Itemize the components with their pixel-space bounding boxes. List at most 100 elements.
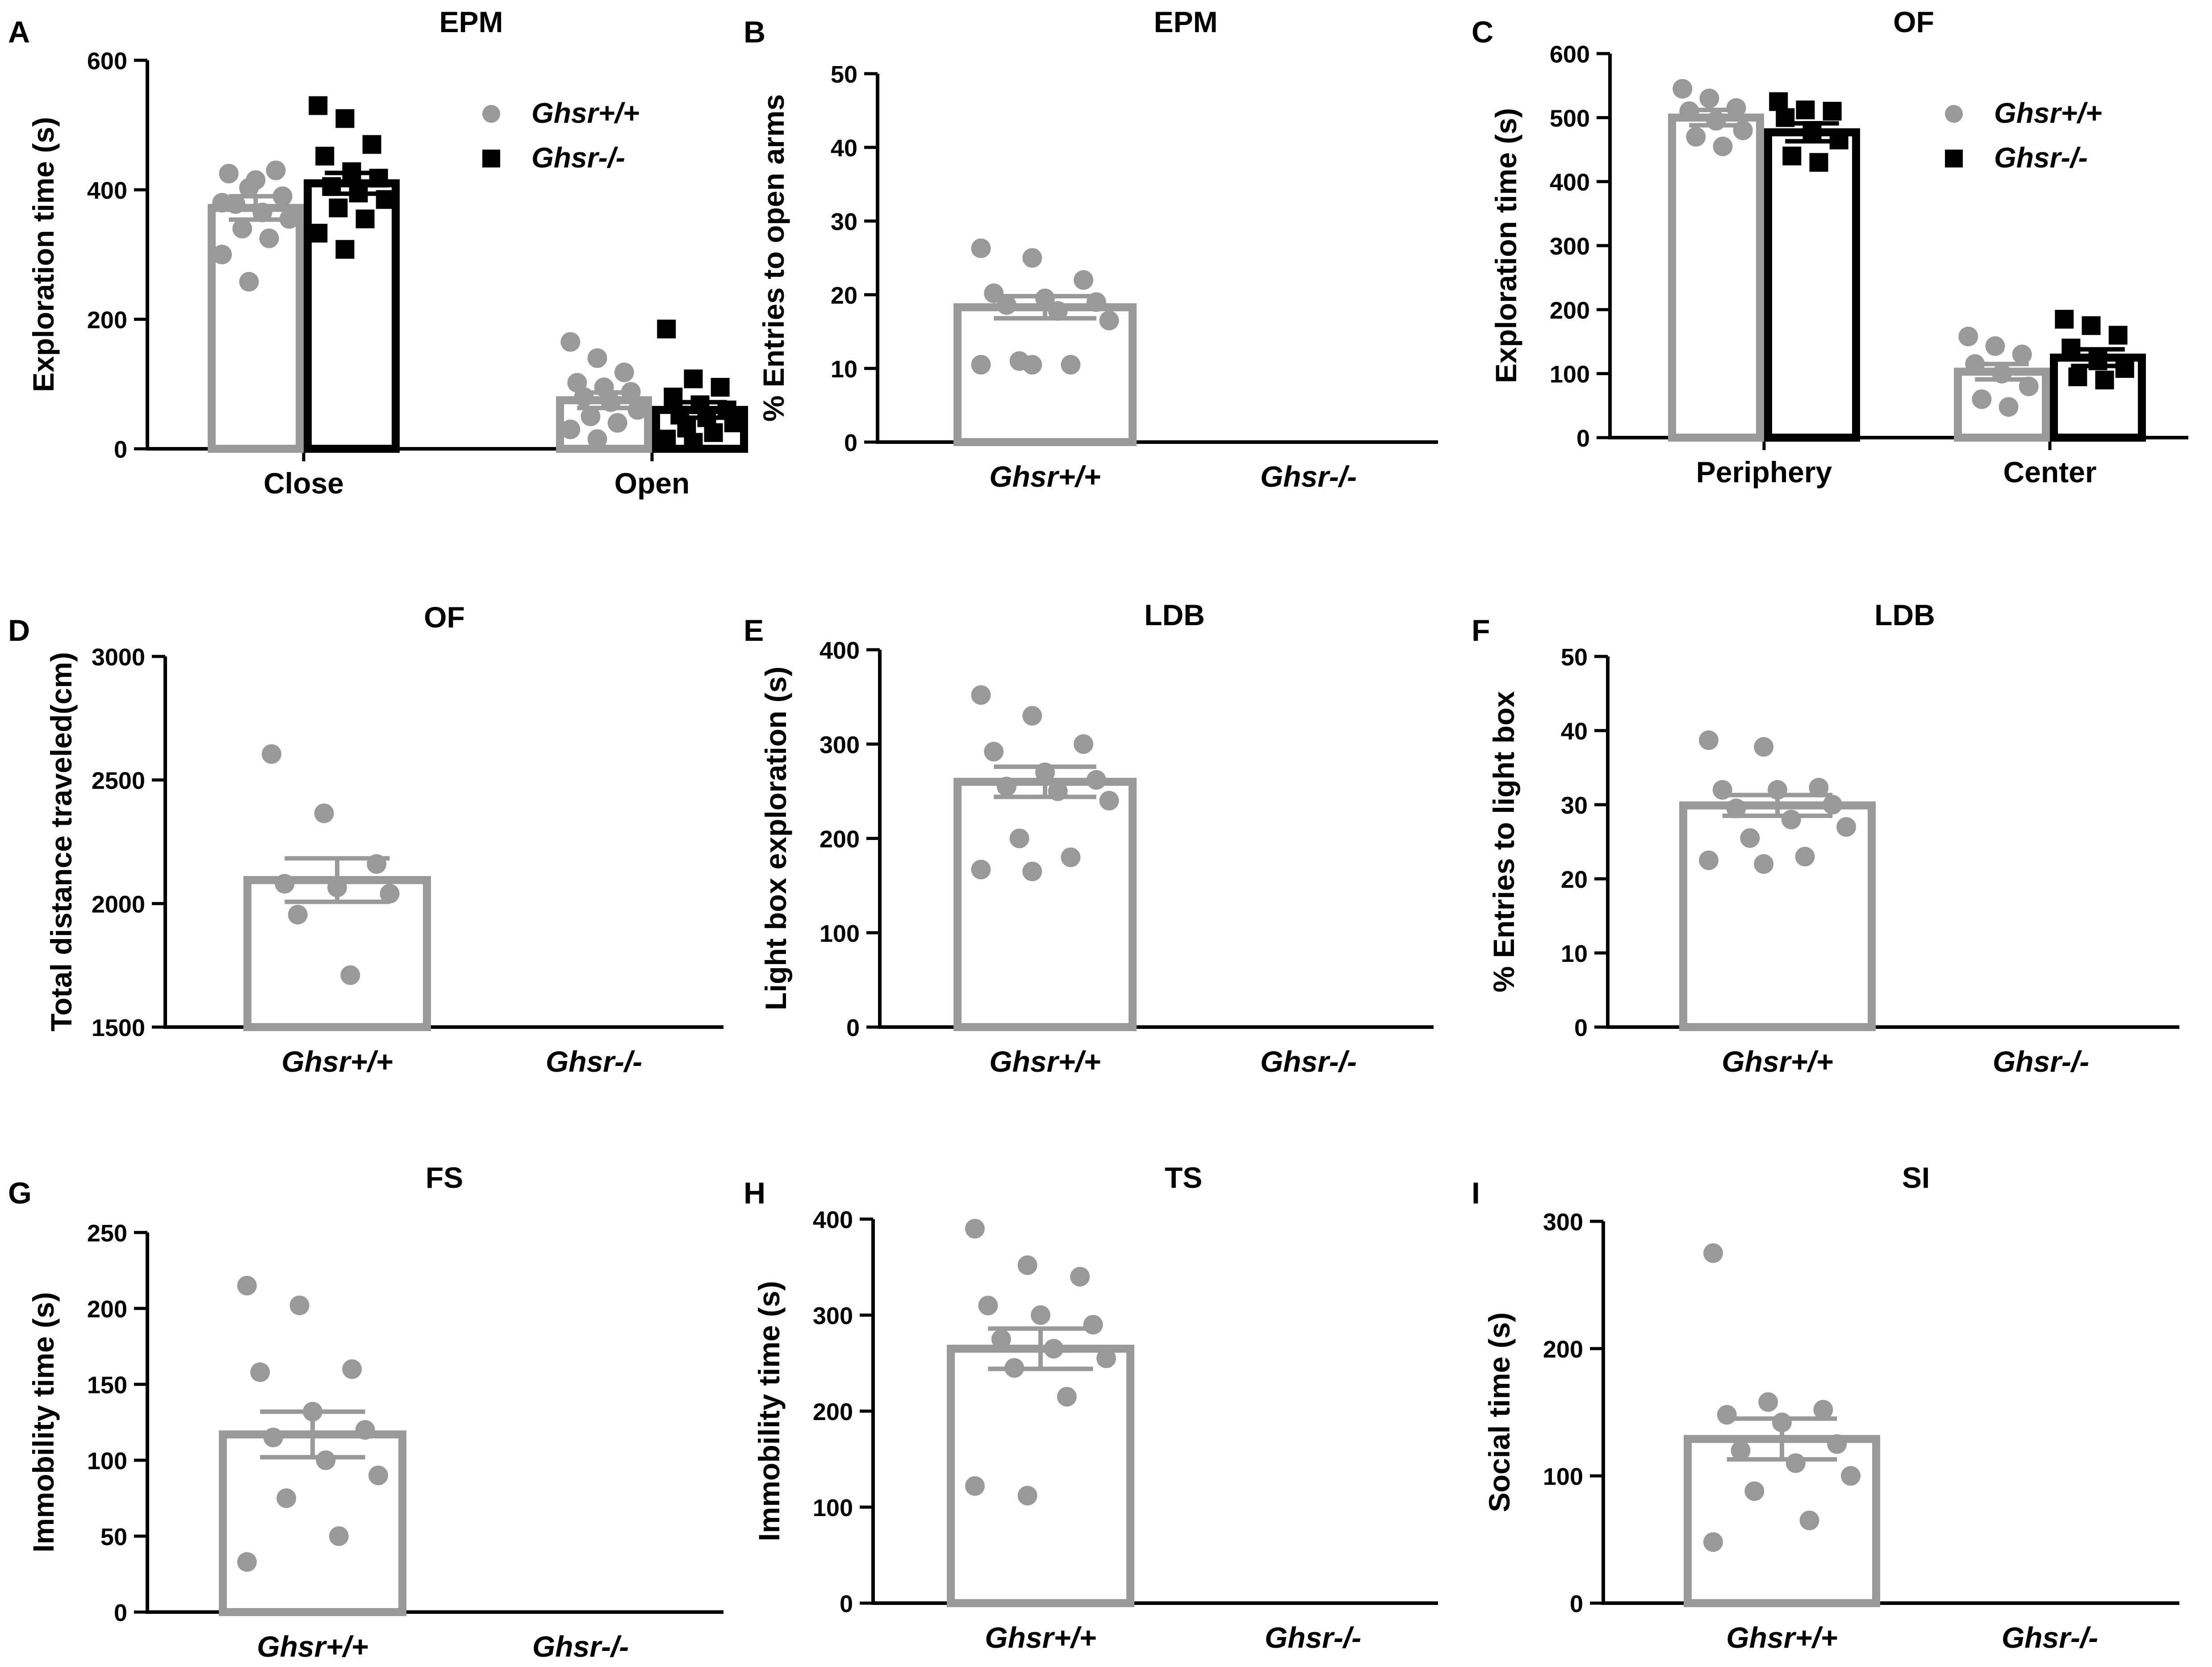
data-point-ko bbox=[1829, 130, 1848, 150]
panel-title: OF bbox=[1893, 5, 1934, 38]
data-point-wt bbox=[367, 854, 387, 874]
bar-wt bbox=[953, 303, 1137, 446]
x-category-label: Ghsr+/+ bbox=[985, 1621, 1096, 1654]
data-point-ko bbox=[349, 184, 368, 203]
data-point-wt bbox=[1781, 810, 1801, 830]
data-point-wt bbox=[1731, 1441, 1751, 1460]
data-point-wt bbox=[1799, 1510, 1819, 1530]
panel-title: FS bbox=[426, 1161, 463, 1194]
data-point-wt bbox=[1992, 363, 2012, 384]
data-point-wt bbox=[587, 348, 607, 368]
panel-letter: D bbox=[8, 614, 30, 648]
data-point-wt bbox=[1061, 847, 1081, 867]
y-tick-label: 0 bbox=[1576, 425, 1590, 452]
data-point-wt bbox=[232, 219, 252, 238]
data-point-wt bbox=[355, 1420, 375, 1440]
data-point-ko bbox=[1769, 92, 1788, 111]
y-tick-label: 40 bbox=[1561, 718, 1588, 745]
data-point-wt bbox=[1813, 1400, 1833, 1420]
y-tick-label: 100 bbox=[1550, 361, 1590, 388]
y-tick-label: 200 bbox=[87, 1296, 127, 1323]
data-point-wt bbox=[327, 877, 347, 898]
data-point-wt bbox=[601, 392, 621, 412]
data-point-wt bbox=[279, 209, 299, 229]
y-tick-label: 300 bbox=[1550, 233, 1590, 260]
legend-label: Ghsr-/- bbox=[531, 142, 625, 174]
data-point-wt bbox=[289, 1295, 309, 1316]
data-point-wt bbox=[627, 400, 648, 420]
data-point-wt bbox=[263, 1428, 283, 1447]
legend-label: Ghsr-/- bbox=[1994, 142, 2088, 174]
x-category-label: Ghsr-/- bbox=[1260, 1045, 1357, 1078]
y-axis-label: Exploration time (s) bbox=[1489, 108, 1522, 383]
legend-marker-ko bbox=[1945, 150, 1963, 167]
data-point-wt bbox=[971, 685, 991, 705]
data-point-wt bbox=[1999, 397, 2019, 417]
data-point-wt bbox=[996, 295, 1016, 315]
data-point-wt bbox=[219, 163, 239, 184]
data-point-ko bbox=[309, 224, 328, 243]
x-category-label: Ghsr-/- bbox=[1993, 1045, 2089, 1078]
data-point-wt bbox=[1009, 828, 1029, 848]
y-tick-label: 0 bbox=[1570, 1591, 1583, 1617]
y-tick-label: 50 bbox=[1561, 644, 1588, 671]
data-point-ko bbox=[684, 433, 703, 452]
data-point-wt bbox=[314, 803, 334, 823]
data-point-wt bbox=[1958, 326, 1978, 347]
legend-label: Ghsr+/+ bbox=[1994, 97, 2102, 129]
data-point-wt bbox=[984, 283, 1004, 303]
x-category-label: Ghsr-/- bbox=[1260, 460, 1357, 493]
data-point-wt bbox=[1099, 791, 1119, 811]
data-point-wt bbox=[1035, 288, 1055, 309]
data-point-wt bbox=[266, 160, 286, 180]
data-point-wt bbox=[1717, 1405, 1737, 1425]
data-point-wt bbox=[1017, 1486, 1037, 1506]
data-point-wt bbox=[1070, 1267, 1090, 1287]
data-point-ko bbox=[1823, 102, 1842, 121]
data-point-wt bbox=[1004, 1358, 1024, 1378]
data-point-wt bbox=[614, 362, 634, 382]
data-point-wt bbox=[1074, 270, 1094, 290]
data-point-wt bbox=[1827, 1434, 1847, 1454]
panel-letter: G bbox=[8, 1176, 32, 1210]
y-tick-label: 600 bbox=[87, 48, 127, 75]
y-tick-label: 1500 bbox=[92, 1015, 145, 1041]
data-point-wt bbox=[1086, 770, 1106, 790]
bar-ko bbox=[304, 179, 400, 453]
y-tick-label: 150 bbox=[87, 1372, 127, 1399]
panel-letter: H bbox=[744, 1176, 765, 1210]
data-point-ko bbox=[315, 146, 335, 166]
y-tick-label: 100 bbox=[87, 1448, 127, 1475]
data-point-wt bbox=[1726, 98, 1746, 118]
y-tick-label: 0 bbox=[840, 1591, 853, 1617]
data-point-wt bbox=[1836, 817, 1856, 837]
y-tick-label: 400 bbox=[813, 1207, 853, 1233]
data-point-wt bbox=[237, 1276, 257, 1295]
data-point-wt bbox=[288, 905, 308, 925]
panel-A: A EPM Exploration time (s) 0 200 400 600 Close O… bbox=[8, 5, 748, 500]
panel-C: C OF Exploration time (s) 0 100 200 300 400 500 6… bbox=[1472, 5, 2188, 489]
x-category-label: Open bbox=[615, 467, 690, 500]
y-tick-label: 50 bbox=[100, 1524, 127, 1550]
data-point-wt bbox=[1768, 780, 1787, 800]
data-point-wt bbox=[991, 1329, 1011, 1349]
data-point-wt bbox=[621, 382, 641, 402]
data-point-wt bbox=[1754, 854, 1774, 874]
data-point-wt bbox=[1673, 79, 1693, 99]
data-point-wt bbox=[1985, 336, 2005, 356]
data-point-wt bbox=[1057, 1387, 1077, 1407]
data-point-wt bbox=[1035, 762, 1055, 782]
data-point-wt bbox=[1074, 734, 1094, 754]
y-tick-label: 100 bbox=[813, 1495, 853, 1521]
panel-title: OF bbox=[424, 601, 465, 634]
y-axis-label: Immobility time (s) bbox=[753, 1281, 786, 1541]
data-point-wt bbox=[1754, 737, 1774, 757]
panel-F: F LDB % Entries to light box 0 10 20 30 40 50 Ghs… bbox=[1472, 598, 2179, 1078]
y-tick-label: 200 bbox=[820, 826, 860, 853]
data-point-wt bbox=[340, 965, 360, 985]
data-point-wt bbox=[1965, 354, 1985, 374]
data-point-wt bbox=[1083, 1315, 1103, 1335]
bar-ko bbox=[1764, 128, 1860, 442]
data-point-wt bbox=[574, 387, 594, 407]
data-point-wt bbox=[246, 170, 266, 190]
